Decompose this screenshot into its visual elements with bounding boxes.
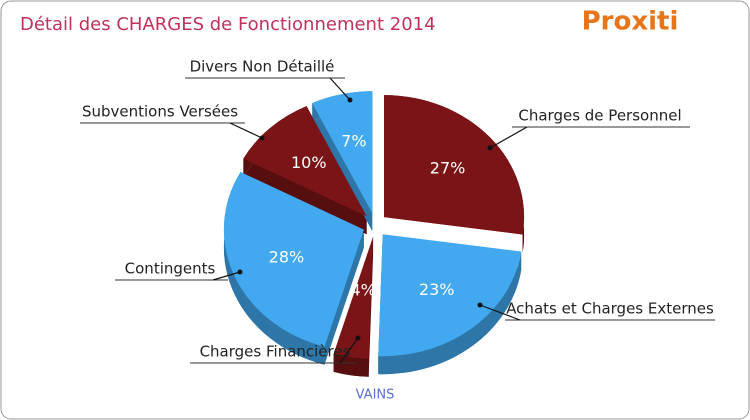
data-label: 4% xyxy=(350,281,375,300)
leader-dot xyxy=(347,97,353,103)
pie-slice xyxy=(312,91,373,214)
leader-line xyxy=(212,271,241,281)
legend-label: Achats et Charges Externes xyxy=(506,300,714,318)
leader-line xyxy=(229,122,263,139)
legend-label: Contingents xyxy=(125,260,216,278)
legend-label: Divers Non Détaillé xyxy=(190,58,335,76)
pie-slice xyxy=(243,106,367,217)
leader-dot xyxy=(237,269,243,275)
legend-label: Charges de Personnel xyxy=(518,107,681,125)
pie-slice xyxy=(384,95,525,235)
pie-slice xyxy=(378,234,522,357)
data-label: 28% xyxy=(269,247,305,266)
pie-slice xyxy=(333,236,374,359)
leader-line xyxy=(339,337,359,364)
leader-dot xyxy=(477,302,483,308)
leader-dot xyxy=(487,145,493,151)
slice-side xyxy=(223,172,325,365)
data-label: 10% xyxy=(291,153,327,172)
data-label: 23% xyxy=(419,280,455,299)
legend-label: Subventions Versées xyxy=(82,103,238,121)
leader-dot xyxy=(355,335,361,341)
leader-line xyxy=(479,304,521,321)
data-label: 27% xyxy=(430,159,466,178)
chart-subtitle: VAINS xyxy=(356,388,395,403)
chart-title: Détail des CHARGES de Fonctionnement 201… xyxy=(20,14,436,35)
legend-label: Charges Financières xyxy=(200,343,351,361)
leader-line xyxy=(329,77,351,101)
data-label: 7% xyxy=(341,131,366,150)
slice-side xyxy=(378,251,522,375)
logo: Proxiti xyxy=(582,7,679,37)
pie-slice xyxy=(223,172,364,347)
leader-line xyxy=(489,126,528,149)
leader-dot xyxy=(259,135,265,141)
